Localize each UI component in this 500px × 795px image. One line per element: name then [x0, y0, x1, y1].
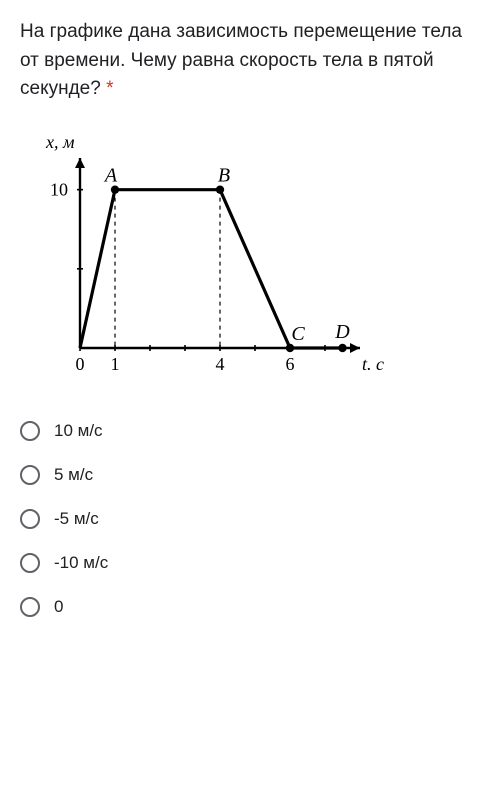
radio-icon [20, 553, 40, 573]
radio-icon [20, 597, 40, 617]
options-group: 10 м/с 5 м/с -5 м/с -10 м/с 0 [20, 421, 480, 617]
option-label: -10 м/с [54, 553, 108, 573]
svg-text:4: 4 [216, 354, 225, 374]
option-label: 5 м/с [54, 465, 93, 485]
option-label: -5 м/с [54, 509, 99, 529]
radio-icon [20, 509, 40, 529]
option-2[interactable]: -5 м/с [20, 509, 480, 529]
chart: 0 1 4 6 10 t. c x, м A B C D [20, 128, 480, 393]
question-text: На графике дана зависимость перемещение … [20, 18, 480, 104]
option-label: 0 [54, 597, 63, 617]
radio-icon [20, 465, 40, 485]
svg-text:0: 0 [76, 354, 85, 374]
svg-text:10: 10 [50, 179, 68, 199]
svg-text:B: B [218, 164, 230, 186]
svg-text:A: A [103, 164, 118, 186]
required-star: * [106, 78, 113, 99]
svg-text:6: 6 [286, 354, 295, 374]
option-label: 10 м/с [54, 421, 103, 441]
option-4[interactable]: 0 [20, 597, 480, 617]
svg-text:x, м: x, м [45, 132, 75, 152]
svg-text:C: C [291, 323, 305, 345]
option-1[interactable]: 5 м/с [20, 465, 480, 485]
chart-svg: 0 1 4 6 10 t. c x, м A B C D [20, 128, 400, 388]
svg-text:D: D [334, 321, 350, 343]
option-3[interactable]: -10 м/с [20, 553, 480, 573]
svg-text:1: 1 [111, 354, 120, 374]
radio-icon [20, 421, 40, 441]
svg-text:t. c: t. c [362, 354, 384, 374]
question-body: На графике дана зависимость перемещение … [20, 21, 462, 99]
option-0[interactable]: 10 м/с [20, 421, 480, 441]
